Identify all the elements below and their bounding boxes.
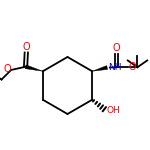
Text: O: O: [128, 62, 136, 72]
Polygon shape: [92, 66, 108, 71]
Text: O: O: [4, 64, 12, 74]
Text: NH: NH: [108, 63, 121, 72]
Text: O: O: [22, 42, 30, 52]
Polygon shape: [25, 65, 43, 71]
Text: O: O: [113, 43, 120, 53]
Text: OH: OH: [106, 106, 120, 115]
